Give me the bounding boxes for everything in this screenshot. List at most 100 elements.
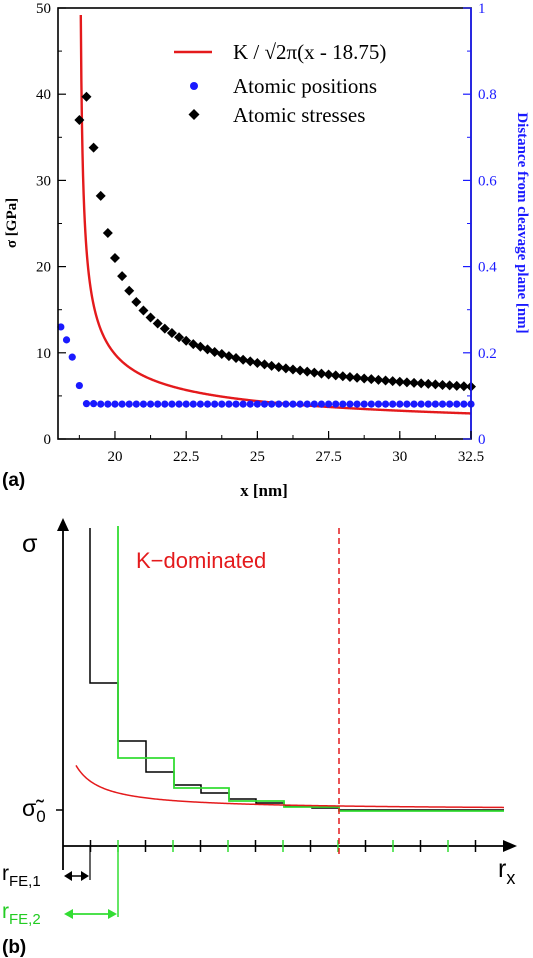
atomic-position-point xyxy=(282,400,290,408)
atomic-position-point xyxy=(90,400,98,408)
y2-tick-label: 1 xyxy=(478,1,486,17)
panel-b-y-axis-arrow xyxy=(57,518,69,531)
x-tick-label: 20 xyxy=(107,449,122,465)
legend-stresses-swatch xyxy=(188,109,200,120)
atomic-stress-point xyxy=(117,271,128,282)
legend-positions-swatch xyxy=(190,82,198,90)
panel-a-ylabel: σ [GPa] xyxy=(4,198,20,248)
atomic-position-point xyxy=(260,400,269,408)
atomic-position-point xyxy=(360,400,368,408)
atomic-position-point xyxy=(75,381,83,390)
atomic-stress-point xyxy=(323,369,334,380)
atomic-stress-point xyxy=(109,252,120,263)
rfe2-main: r xyxy=(2,900,9,923)
panel-a-y2label: Distance from cleavage plane [nm] xyxy=(514,112,530,333)
atomic-stress-point xyxy=(145,312,156,323)
atomic-position-point xyxy=(417,400,425,408)
rfe1-arrowhead-left xyxy=(64,871,72,881)
atomic-stress-point xyxy=(88,142,99,153)
atomic-stress-point xyxy=(423,378,434,389)
panel-b-sigma-label: σ xyxy=(22,530,38,558)
atomic-stress-point xyxy=(458,381,469,392)
atomic-stress-point xyxy=(373,374,384,385)
atomic-stress-point xyxy=(387,376,398,387)
atomic-position-point xyxy=(431,400,439,408)
y-tick-label: 0 xyxy=(44,432,52,448)
atomic-stress-point xyxy=(451,380,462,391)
atomic-position-point xyxy=(303,400,311,408)
atomic-stress-point xyxy=(280,363,291,374)
atomic-position-point xyxy=(346,400,354,408)
rfe2-arrowhead-right xyxy=(108,909,117,919)
panel-b-label: (b) xyxy=(2,937,26,958)
atomic-stress-point xyxy=(344,372,355,383)
atomic-stress-point xyxy=(138,305,149,316)
atomic-stress-point xyxy=(437,379,448,390)
atomic-stress-point xyxy=(152,318,163,329)
panel-b-x-axis-arrow xyxy=(503,840,517,852)
atomic-position-point xyxy=(125,400,133,408)
panel-a-legend: K / √2π(x - 18.75) Atomic positions Atom… xyxy=(174,40,386,127)
rfe2-sub: FE,2 xyxy=(9,911,41,928)
x-tick-label: 32.5 xyxy=(458,449,484,465)
atomic-position-point xyxy=(453,400,461,408)
panel-a-xlabel: x [nm] xyxy=(240,481,288,500)
atomic-position-point xyxy=(253,400,261,408)
atomic-stress-point xyxy=(337,371,348,382)
atomic-position-point xyxy=(62,336,71,344)
x-tick-label: 25 xyxy=(250,449,265,465)
atomic-stress-point xyxy=(259,359,270,370)
atomic-stress-point xyxy=(352,372,363,383)
panel-a-data-layer xyxy=(57,14,476,415)
atomic-position-point xyxy=(232,400,240,408)
atomic-stress-point xyxy=(309,367,320,378)
atomic-stress-point xyxy=(273,362,284,373)
panel-a-ticks: 20 22.5 25 27.5 30 32.50102030405000.20.40.60… xyxy=(36,1,497,465)
atomic-position-point xyxy=(104,400,112,408)
k-field-curve xyxy=(75,764,504,809)
y-tick-label: 20 xyxy=(36,260,51,276)
atomic-position-point xyxy=(111,400,119,408)
atomic-position-point xyxy=(396,400,404,408)
atomic-position-point xyxy=(310,400,318,408)
atomic-position-point xyxy=(146,400,155,408)
atomic-position-point xyxy=(289,400,297,408)
atomic-position-point xyxy=(154,400,162,408)
atomic-stress-point xyxy=(81,91,92,102)
legend-fit-label: K / √2π(x - 18.75) xyxy=(233,40,386,64)
y-tick-label: 50 xyxy=(36,1,51,17)
atomic-stress-point xyxy=(181,335,192,346)
rfe1-sub: FE,1 xyxy=(9,873,41,890)
y-tick-label: 40 xyxy=(36,87,51,103)
atomic-position-point xyxy=(161,400,169,408)
atomic-stress-point xyxy=(330,370,341,381)
y2-tick-label: 0 xyxy=(478,432,486,448)
atomic-position-point xyxy=(410,400,418,408)
atomic-position-point xyxy=(168,400,176,408)
x-tick-label: 22.5 xyxy=(173,449,199,465)
atomic-position-point xyxy=(275,400,283,408)
rx-label: rx xyxy=(498,855,515,888)
atomic-position-point xyxy=(68,353,76,361)
atomic-stress-point xyxy=(416,378,427,389)
atomic-position-point xyxy=(139,400,148,408)
y2-tick-label: 0.4 xyxy=(478,260,497,276)
atomic-position-point xyxy=(132,400,140,408)
rfe1-label: rFE,1 xyxy=(2,862,41,890)
atomic-position-point xyxy=(182,400,190,408)
atomic-position-point xyxy=(353,400,361,408)
panel-a: 20 22.5 25 27.5 30 32.50102030405000.20.40.60… xyxy=(2,1,530,500)
atomic-stress-point xyxy=(430,379,441,390)
atomic-position-point xyxy=(225,400,233,408)
atomic-position-point xyxy=(82,400,91,408)
atomic-position-point xyxy=(97,400,105,408)
atomic-position-point xyxy=(189,400,197,408)
panel-b-ticks xyxy=(89,840,477,852)
y2-tick-label: 0.2 xyxy=(478,346,497,362)
atomic-position-point xyxy=(389,400,397,408)
atomic-stress-point xyxy=(102,227,113,238)
atomic-position-point xyxy=(268,400,276,408)
atomic-stress-point xyxy=(231,352,242,363)
panel-b: σ K−dominated σ̃0 rx rFE,1 rFE,2 (b) xyxy=(2,518,517,958)
rfe1-main: r xyxy=(2,862,9,885)
